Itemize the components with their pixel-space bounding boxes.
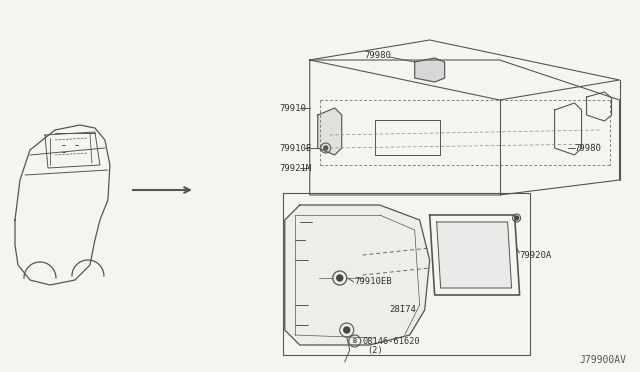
Text: 79980: 79980	[365, 51, 392, 60]
Text: 79980: 79980	[575, 144, 602, 153]
Text: 28I74: 28I74	[390, 305, 417, 314]
Text: B: B	[353, 338, 357, 344]
Text: (2): (2)	[368, 346, 383, 355]
Polygon shape	[317, 108, 342, 155]
Text: 79910EB: 79910EB	[355, 278, 392, 286]
Circle shape	[324, 146, 328, 150]
Text: 79920A: 79920A	[520, 250, 552, 260]
Polygon shape	[415, 58, 445, 82]
Text: 08146-61620: 08146-61620	[363, 337, 420, 346]
Circle shape	[344, 327, 349, 333]
Polygon shape	[436, 222, 511, 288]
Circle shape	[337, 275, 343, 281]
Text: J79900AV: J79900AV	[580, 355, 627, 365]
Text: 79910: 79910	[280, 103, 307, 112]
Text: 79921M: 79921M	[280, 164, 312, 173]
Polygon shape	[285, 205, 429, 345]
Circle shape	[515, 216, 518, 220]
Text: 79910E: 79910E	[280, 144, 312, 153]
